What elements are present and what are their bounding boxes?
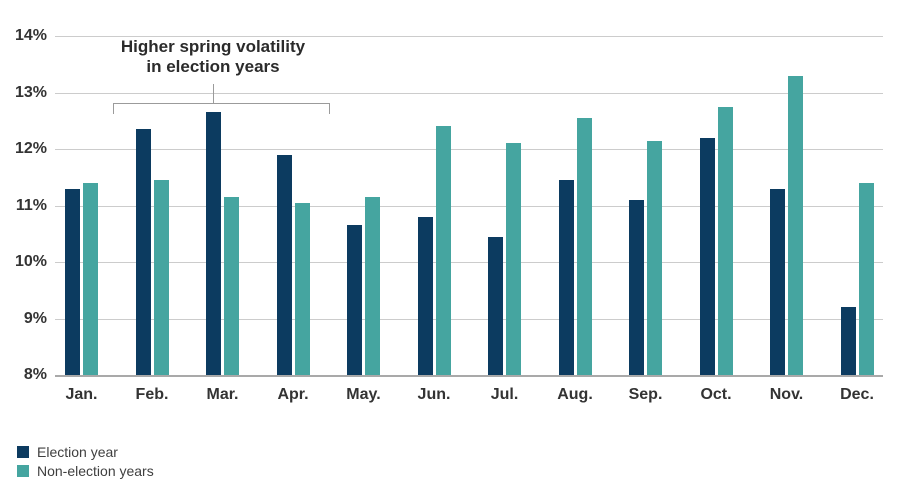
bar-election-year — [558, 180, 574, 375]
annotation-line-2: in election years — [146, 57, 280, 76]
legend-item: Non-election years — [17, 461, 154, 480]
x-axis-label: Sep. — [628, 386, 663, 403]
gridline — [55, 36, 883, 37]
bar-non-election-years — [153, 180, 169, 375]
legend: Election year Non-election years — [17, 442, 154, 480]
bar-non-election-years — [788, 76, 803, 375]
annotation-bracket-right-tick — [329, 103, 330, 114]
x-axis-label: Jan. — [65, 386, 98, 403]
gridline — [55, 206, 883, 207]
legend-swatch — [17, 445, 29, 458]
y-axis-label: 8% — [23, 366, 47, 383]
annotation-text: Higher spring volatility in election yea… — [73, 37, 353, 77]
bar-election-year — [770, 189, 785, 375]
bar-non-election-years — [435, 126, 451, 375]
x-axis-label: Oct. — [700, 386, 732, 403]
annotation-bracket-left-tick — [113, 103, 114, 114]
bar-election-year — [629, 200, 644, 375]
x-axis-label: Apr. — [277, 386, 309, 403]
bar-non-election-years — [506, 143, 521, 375]
legend-swatch — [17, 464, 29, 477]
annotation-line-1: Higher spring volatility — [120, 37, 306, 56]
bar-non-election-years — [365, 197, 380, 375]
x-axis-label: Nov. — [769, 386, 804, 403]
y-axis-label: 13% — [14, 84, 47, 101]
gridline — [55, 93, 883, 94]
gridline — [55, 262, 883, 263]
bar-election-year — [206, 112, 221, 375]
bar-election-year — [488, 237, 503, 375]
legend-label: Election year — [37, 443, 118, 460]
bar-election-year — [276, 155, 292, 375]
x-axis-label: Jul. — [490, 386, 519, 403]
bar-non-election-years — [858, 183, 874, 375]
gridline — [55, 319, 883, 320]
bar-election-year — [135, 129, 151, 375]
x-axis-label: May. — [346, 386, 381, 403]
bar-non-election-years — [576, 118, 592, 375]
bar-non-election-years — [83, 183, 98, 375]
x-axis-label: Mar. — [206, 386, 239, 403]
x-axis-line — [55, 375, 883, 377]
y-axis-label: 10% — [14, 253, 47, 270]
y-axis-label: 12% — [14, 140, 47, 157]
annotation-bracket-stem — [213, 84, 214, 103]
y-axis-label: 14% — [14, 27, 47, 44]
y-axis-label: 9% — [23, 310, 47, 327]
bar-non-election-years — [294, 203, 310, 375]
bar-election-year — [840, 307, 856, 375]
x-axis-label: Feb. — [135, 386, 169, 403]
bar-non-election-years — [224, 197, 239, 375]
annotation-bracket-line — [113, 103, 330, 104]
bar-non-election-years — [717, 107, 733, 375]
bar-election-year — [347, 225, 362, 375]
x-axis-label: Jun. — [417, 386, 451, 403]
y-axis-label: 11% — [15, 197, 47, 214]
x-axis-label: Dec. — [840, 386, 874, 403]
bar-election-year — [417, 217, 433, 375]
x-axis-label: Aug. — [557, 386, 593, 403]
bar-election-year — [65, 189, 80, 375]
legend-label: Non-election years — [37, 462, 154, 479]
gridline — [55, 149, 883, 150]
bar-non-election-years — [647, 141, 662, 375]
bar-election-year — [699, 138, 715, 375]
legend-item: Election year — [17, 442, 154, 461]
